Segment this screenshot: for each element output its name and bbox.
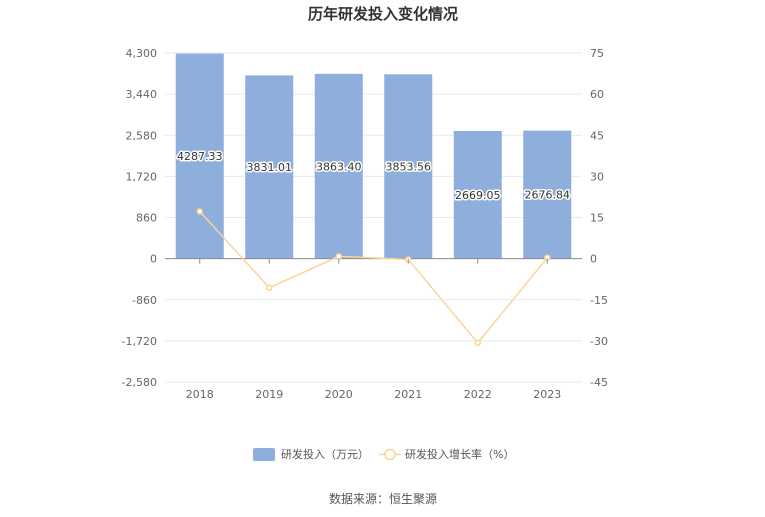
legend-bar-swatch xyxy=(253,448,275,461)
legend[interactable]: 研发投入（万元） 研发投入增长率（%） xyxy=(253,447,514,461)
x-tick-label: 2023 xyxy=(533,388,561,401)
left-tick-label: 860 xyxy=(136,212,157,225)
bar xyxy=(453,130,502,259)
bar-value-label: 2676.84 xyxy=(525,189,571,202)
right-tick-label: 0 xyxy=(590,253,597,266)
left-tick-label: 4,300 xyxy=(126,47,158,60)
x-tick-label: 2022 xyxy=(464,388,492,401)
chart-title: 历年研发投入变化情况 xyxy=(308,5,458,23)
bar-value-label: 3831.01 xyxy=(247,161,293,174)
right-tick-label: -15 xyxy=(590,294,608,307)
left-tick-label: 0 xyxy=(150,253,157,266)
right-axis-ticks: -45 -30 -15 0 15 30 45 60 75 xyxy=(590,47,608,389)
growth-point xyxy=(474,339,481,347)
left-tick-label: -2,580 xyxy=(122,376,157,389)
right-tick-label: 60 xyxy=(590,88,604,101)
gridlines xyxy=(165,52,582,383)
x-tick-label: 2018 xyxy=(186,388,214,401)
bar xyxy=(245,75,294,259)
bar-data-labels: 4287.33 3831.01 3863.40 3853.56 2669.05 2676.… xyxy=(176,149,572,204)
growth-point xyxy=(196,208,203,215)
bar-value-label: 4287.33 xyxy=(177,150,223,163)
growth-line-series xyxy=(196,208,551,347)
growth-point xyxy=(335,253,342,260)
right-tick-label: -30 xyxy=(590,335,608,348)
right-tick-label: 75 xyxy=(590,47,604,60)
bar xyxy=(175,53,224,259)
legend-line-label: 研发投入增长率（%） xyxy=(405,447,514,461)
data-source: 数据来源：恒生聚源 xyxy=(329,491,437,506)
x-axis-ticks: 2018 2019 2020 2021 2022 2023 xyxy=(186,258,561,401)
legend-line-marker xyxy=(384,448,396,461)
growth-line xyxy=(199,210,548,344)
bar xyxy=(384,74,433,259)
left-tick-label: 3,440 xyxy=(126,88,158,101)
left-tick-label: 2,580 xyxy=(126,129,158,142)
right-tick-label: -45 xyxy=(590,376,608,389)
left-tick-label: -860 xyxy=(132,294,157,307)
bar-series xyxy=(175,53,572,259)
left-tick-label: 1,720 xyxy=(126,170,158,183)
legend-bar-label: 研发投入（万元） xyxy=(281,447,369,461)
bar-value-label: 3863.40 xyxy=(316,160,362,173)
x-tick-label: 2021 xyxy=(394,388,422,401)
bar-value-label: 3853.56 xyxy=(386,160,432,173)
x-tick-label: 2020 xyxy=(325,388,353,401)
bar xyxy=(523,130,572,259)
growth-point xyxy=(266,284,273,291)
bar-value-label: 2669.05 xyxy=(455,189,501,202)
bar xyxy=(314,73,363,259)
left-tick-label: -1,720 xyxy=(122,335,157,348)
right-tick-label: 30 xyxy=(590,170,604,183)
x-tick-label: 2019 xyxy=(255,388,283,401)
right-tick-label: 15 xyxy=(590,212,604,225)
left-axis-ticks: -2,580 -1,720 -860 0 860 1,720 2,580 3,440 4,300 xyxy=(122,47,157,389)
right-tick-label: 45 xyxy=(590,129,604,142)
